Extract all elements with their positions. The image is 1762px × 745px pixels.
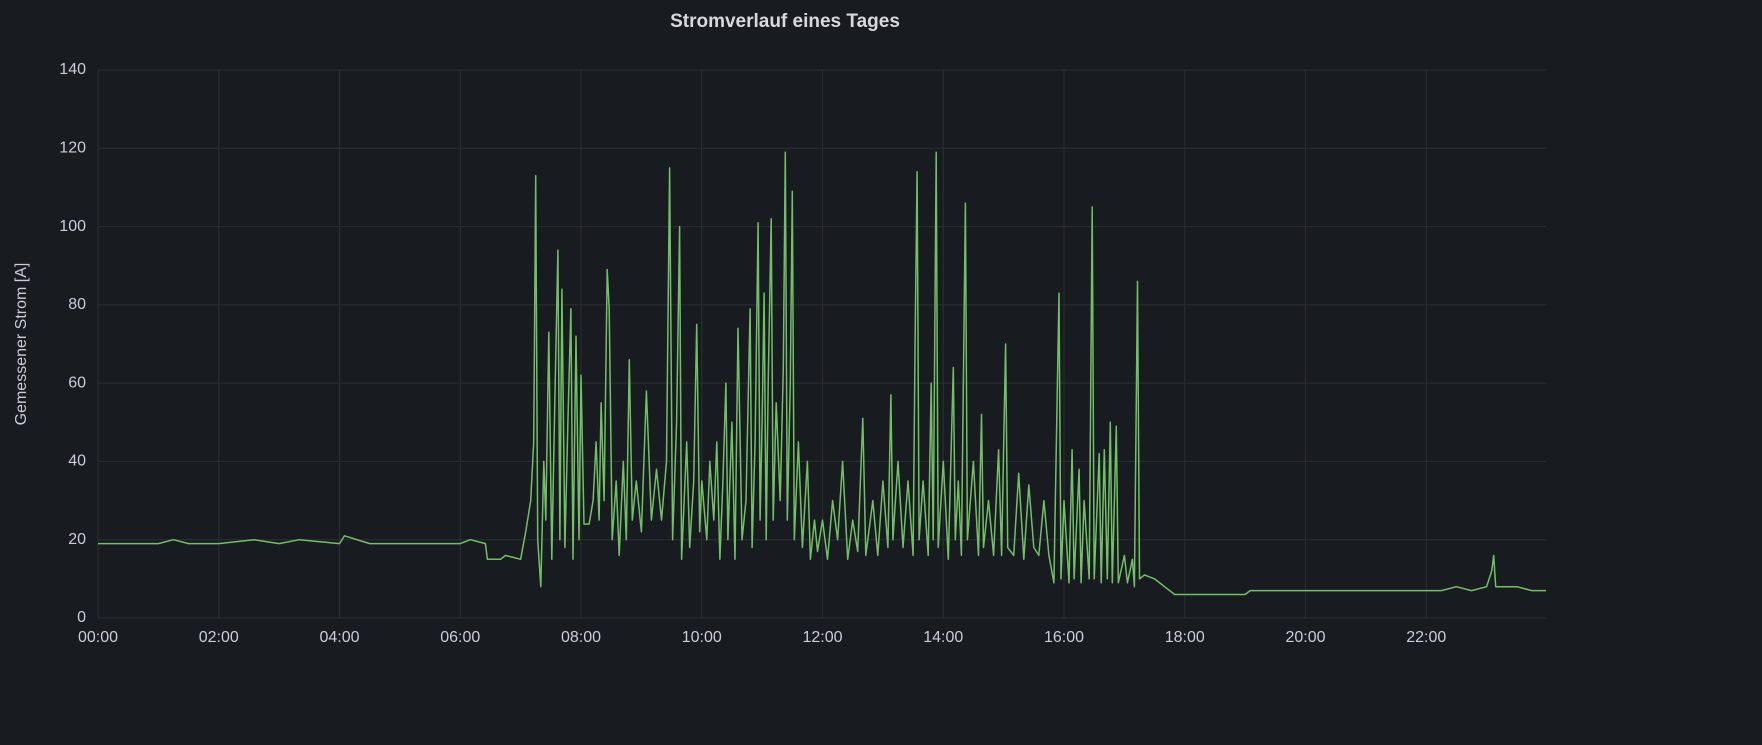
y-tick-label: 0 — [77, 609, 86, 626]
x-tick-label: 16:00 — [1044, 629, 1084, 646]
x-tick-label: 10:00 — [682, 629, 722, 646]
y-tick-label: 20 — [68, 531, 86, 548]
y-tick-label: 60 — [68, 374, 86, 391]
x-tick-label: 02:00 — [199, 629, 239, 646]
y-tick-label: 140 — [59, 61, 86, 78]
y-axis-label: Gemessener Strom [A] — [13, 263, 30, 426]
x-tick-label: 22:00 — [1406, 629, 1446, 646]
y-tick-label: 120 — [59, 140, 86, 157]
x-tick-label: 18:00 — [1165, 629, 1205, 646]
x-tick-label: 06:00 — [440, 629, 480, 646]
x-tick-label: 20:00 — [1285, 629, 1325, 646]
x-tick-label: 00:00 — [78, 629, 118, 646]
y-tick-label: 40 — [68, 453, 86, 470]
y-tick-label: 100 — [59, 218, 86, 235]
x-tick-label: 12:00 — [802, 629, 842, 646]
x-tick-label: 14:00 — [923, 629, 963, 646]
y-tick-label: 80 — [68, 296, 86, 313]
line-series — [98, 151, 1546, 596]
chart-title: Stromverlauf eines Tages — [670, 11, 900, 32]
x-tick-label: 04:00 — [319, 629, 359, 646]
x-tick-label: 08:00 — [561, 629, 601, 646]
